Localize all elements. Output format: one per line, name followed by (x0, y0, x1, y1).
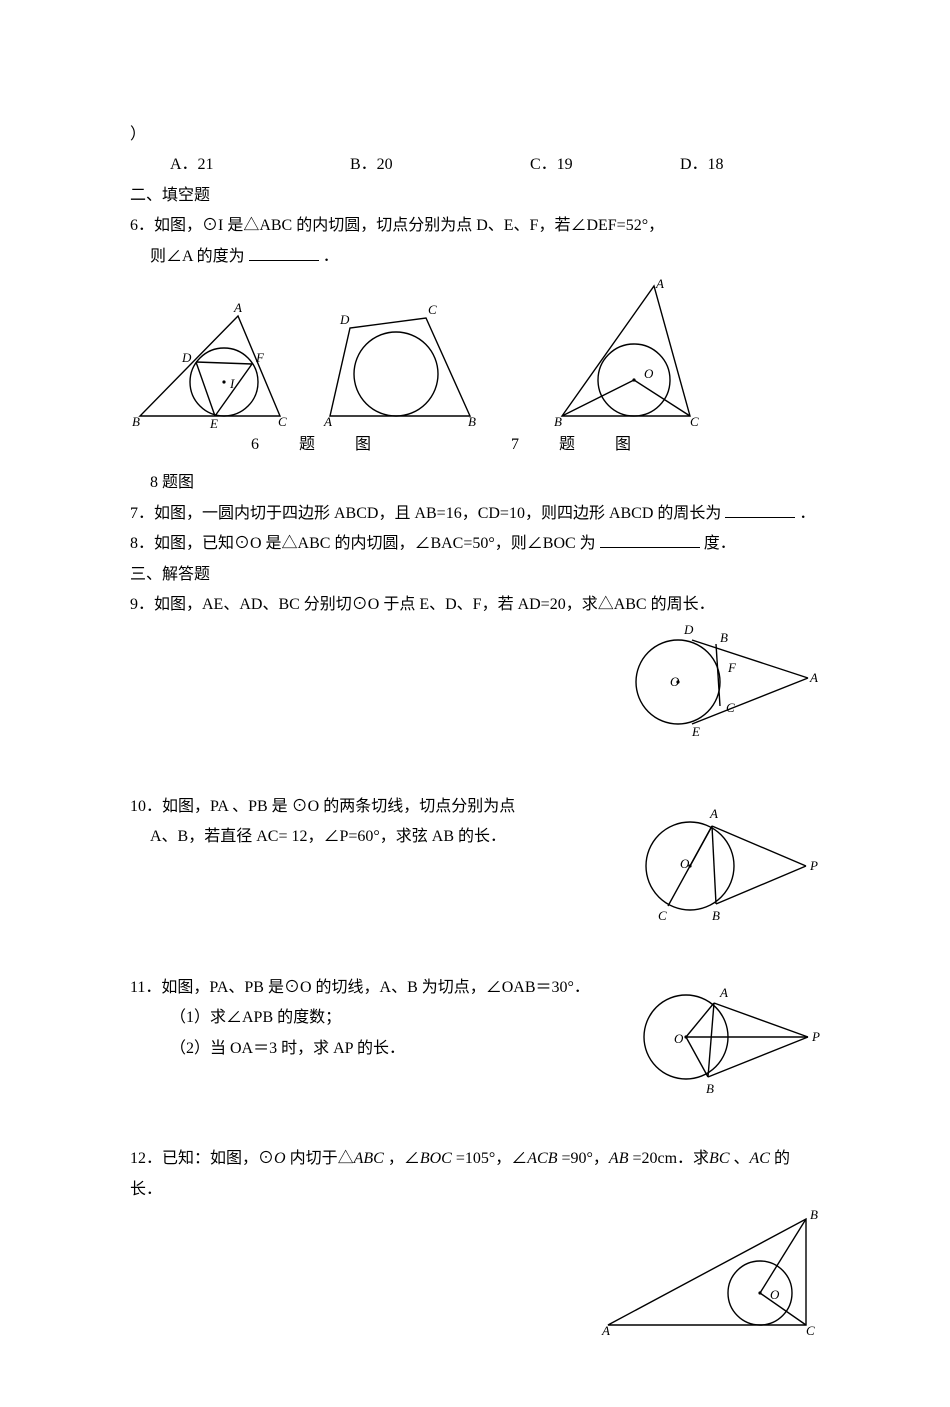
mc-choices: A．21 B．20 C．19 D．18 (130, 150, 820, 180)
figure-9-wrap: A B C D E F O (620, 620, 820, 751)
figure-11-wrap: A B O P (630, 973, 820, 1114)
q12-t7: 、 (734, 1150, 750, 1167)
svg-text:P: P (809, 858, 818, 873)
figure-11: A B O P (630, 973, 820, 1103)
figure-8: A B C O (550, 278, 700, 428)
svg-text:O: O (770, 1287, 780, 1302)
figure-6: A B C D E F I (130, 298, 300, 428)
choice-c: C．19 (530, 150, 680, 180)
q8: 8．如图，已知⊙O 是△ABC 的内切圆，∠BAC=50°，则∠BOC 为 度． (130, 529, 820, 559)
q12-line1: 12．已知：如图，⊙O 内切于△ABC ，∠BOC =105°，∠ACB =90… (130, 1144, 820, 1174)
svg-text:A: A (233, 300, 242, 315)
q12-t4: =105°，∠ (456, 1150, 527, 1167)
section-2-heading: 二、填空题 (130, 181, 820, 211)
svg-text:A: A (809, 670, 818, 685)
q12-t3: ，∠ (388, 1150, 420, 1167)
q8-suffix: 度． (704, 535, 736, 552)
svg-text:P: P (811, 1029, 820, 1044)
q12-t5: =90°， (561, 1150, 608, 1167)
svg-text:C: C (690, 414, 699, 428)
q6-blank (249, 244, 319, 261)
svg-text:C: C (806, 1323, 815, 1335)
figure-9: A B C D E F O (620, 620, 820, 740)
choice-d: D．18 (680, 150, 800, 180)
q7-suffix: ． (799, 505, 815, 522)
q7-blank (725, 501, 795, 518)
q12-AC: AC (750, 1150, 770, 1167)
q12-line2: 长． (130, 1175, 820, 1205)
figure-12-wrap: A B C O (600, 1205, 820, 1346)
svg-text:C: C (278, 414, 287, 428)
cap-7: 7 题 图 (450, 430, 710, 460)
svg-text:B: B (712, 908, 720, 923)
q12-BC: BC (709, 1150, 729, 1167)
svg-text:I: I (229, 376, 235, 391)
choice-b: B．20 (350, 150, 530, 180)
q7: 7．如图，一圆内切于四边形 ABCD，且 AB=16，CD=10，则四边形 AB… (130, 499, 820, 529)
svg-text:O: O (644, 366, 654, 381)
q9-text: 9．如图，AE、AD、BC 分别切⊙O 于点 E、D、F，若 AD=20，求△A… (130, 590, 820, 620)
svg-text:D: D (181, 350, 192, 365)
figure-10: A B C O P (630, 802, 820, 932)
svg-text:B: B (132, 414, 140, 428)
q6-l2-suffix: ． (323, 248, 339, 265)
cap-6: 6 题 图 (130, 430, 450, 460)
svg-text:B: B (706, 1081, 714, 1096)
figure-row-678: A B C D E F I A B C D A (130, 278, 820, 428)
svg-text:D: D (339, 312, 350, 327)
choice-a: A．21 (170, 150, 350, 180)
svg-text:A: A (655, 278, 664, 291)
svg-text:A: A (709, 806, 718, 821)
svg-text:B: B (810, 1207, 818, 1222)
q6-line2: 则∠A 的度为 ． (130, 242, 820, 272)
figure-10-wrap: A B C O P (630, 802, 820, 943)
q8-blank (600, 531, 700, 548)
svg-text:A: A (323, 414, 332, 428)
svg-text:A: A (719, 985, 728, 1000)
q12-t1: 12．已知：如图，⊙ (130, 1150, 274, 1167)
svg-text:E: E (691, 724, 700, 739)
svg-text:O: O (674, 1031, 684, 1046)
svg-text:O: O (680, 856, 690, 871)
q12-BOC: BOC (420, 1150, 452, 1167)
section-3-heading: 三、解答题 (130, 560, 820, 590)
svg-text:D: D (683, 622, 694, 637)
svg-text:B: B (554, 414, 562, 428)
figure-7: A B C D (310, 298, 480, 428)
q8-prefix: 8．如图，已知⊙O 是△ABC 的内切圆，∠BAC=50°，则∠BOC 为 (130, 535, 596, 552)
stray-paren: ） (130, 120, 820, 150)
cap-8: 8 题图 (130, 468, 820, 498)
svg-text:C: C (658, 908, 667, 923)
q12-t6: =20cm．求 (632, 1150, 709, 1167)
svg-text:O: O (670, 674, 680, 689)
q6-l2-prefix: 则∠A 的度为 (150, 248, 245, 265)
svg-text:C: C (428, 302, 437, 317)
figure-12: A B C O (600, 1205, 820, 1335)
q6-line1: 6．如图，⊙I 是△ABC 的内切圆，切点分别为点 D、E、F，若∠DEF=52… (130, 211, 820, 241)
svg-text:C: C (726, 700, 735, 715)
svg-text:F: F (255, 350, 265, 365)
svg-text:B: B (468, 414, 476, 428)
q12-AB: AB (609, 1150, 629, 1167)
q12-t2: 内切于△ (290, 1150, 354, 1167)
q12-ACB: ACB (527, 1150, 557, 1167)
svg-text:F: F (727, 660, 737, 675)
svg-text:B: B (720, 630, 728, 645)
q12-t8: 的 (774, 1150, 790, 1167)
figure-captions-67: 6 题 图 7 题 图 (130, 430, 820, 460)
q12-O: O (274, 1150, 286, 1167)
q7-prefix: 7．如图，一圆内切于四边形 ABCD，且 AB=16，CD=10，则四边形 AB… (130, 505, 721, 522)
paren-text: ） (130, 126, 146, 143)
svg-text:A: A (601, 1323, 610, 1335)
svg-text:E: E (209, 416, 218, 428)
q12-ABC: ABC (354, 1150, 384, 1167)
